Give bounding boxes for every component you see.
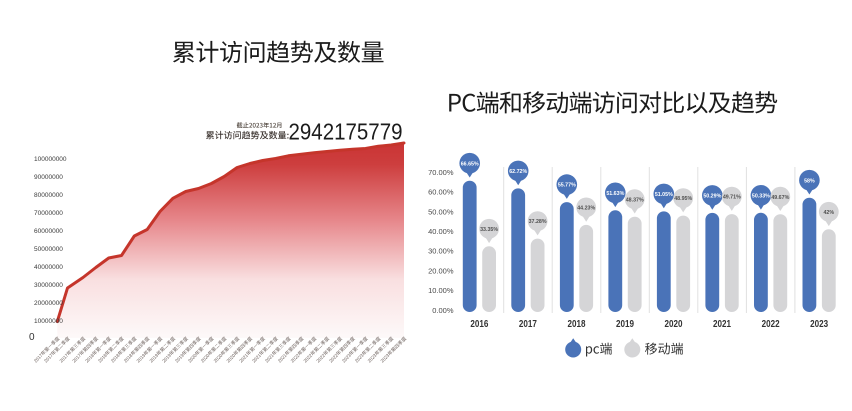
svg-text:2021: 2021	[264, 353, 276, 365]
svg-text:2019: 2019	[616, 319, 634, 330]
svg-text:2017: 2017	[33, 353, 45, 365]
svg-text:2019: 2019	[174, 353, 186, 365]
svg-text:60.00%: 60.00%	[428, 188, 454, 197]
svg-text:10000000: 10000000	[34, 318, 63, 325]
svg-text:2019: 2019	[149, 353, 161, 365]
svg-text:2018: 2018	[123, 353, 135, 365]
svg-text:30000000: 30000000	[34, 282, 63, 289]
svg-text:58%: 58%	[804, 178, 815, 184]
svg-text:90000000: 90000000	[34, 174, 63, 181]
svg-text:51.63%: 51.63%	[606, 191, 624, 197]
svg-text:49.71%: 49.71%	[723, 195, 741, 201]
svg-text:49.67%: 49.67%	[771, 195, 789, 201]
svg-text:2022: 2022	[290, 353, 302, 365]
svg-text:2018: 2018	[97, 353, 109, 365]
svg-text:50.00%: 50.00%	[428, 207, 454, 216]
svg-text:2022: 2022	[328, 353, 340, 365]
svg-text:42%: 42%	[823, 210, 834, 216]
svg-text:55.77%: 55.77%	[558, 183, 576, 189]
svg-text:44.23%: 44.23%	[577, 206, 595, 212]
svg-text:2021: 2021	[238, 353, 250, 365]
svg-text:2019: 2019	[136, 353, 148, 365]
svg-text:2020: 2020	[187, 353, 199, 365]
svg-text:2023: 2023	[367, 353, 379, 365]
svg-text:70.00%: 70.00%	[428, 168, 454, 177]
svg-text:2016: 2016	[470, 319, 488, 330]
svg-text:0: 0	[29, 332, 35, 343]
svg-text:2023: 2023	[810, 319, 828, 330]
svg-text:2022: 2022	[762, 319, 780, 330]
svg-text:2023: 2023	[354, 353, 366, 365]
svg-text:2020: 2020	[213, 353, 225, 365]
svg-text:48.37%: 48.37%	[626, 197, 644, 203]
svg-text:2022: 2022	[316, 353, 328, 365]
svg-text:2017: 2017	[72, 353, 84, 365]
svg-text:48.95%: 48.95%	[674, 196, 692, 202]
svg-text:30.00%: 30.00%	[428, 247, 454, 256]
svg-text:60000000: 60000000	[34, 228, 63, 235]
svg-text:51.05%: 51.05%	[655, 192, 673, 198]
svg-text:62.72%: 62.72%	[509, 169, 527, 175]
svg-text:70000000: 70000000	[34, 210, 63, 217]
svg-text:50.29%: 50.29%	[703, 194, 721, 200]
svg-text:40000000: 40000000	[34, 264, 63, 271]
svg-text:37.28%: 37.28%	[529, 219, 547, 225]
svg-text:2018: 2018	[110, 353, 122, 365]
svg-text:0.00%: 0.00%	[432, 306, 454, 315]
svg-text:2020: 2020	[200, 353, 212, 365]
svg-text:80000000: 80000000	[34, 192, 63, 199]
svg-text:2018: 2018	[568, 319, 586, 330]
svg-text:2942175779: 2942175779	[289, 119, 403, 145]
svg-text:50000000: 50000000	[34, 246, 63, 253]
svg-text:40.00%: 40.00%	[428, 227, 454, 236]
svg-text:100000000: 100000000	[34, 156, 67, 163]
svg-text:2019: 2019	[161, 353, 173, 365]
svg-text:2023: 2023	[380, 353, 392, 365]
svg-text:20000000: 20000000	[34, 300, 63, 307]
svg-text:2020: 2020	[665, 319, 683, 330]
svg-text:2021: 2021	[251, 353, 263, 365]
svg-text:66.65%: 66.65%	[461, 161, 479, 167]
svg-text:2023: 2023	[341, 353, 353, 365]
svg-text:33.35%: 33.35%	[480, 227, 498, 233]
svg-text:2021: 2021	[277, 353, 289, 365]
svg-text:2017: 2017	[59, 353, 71, 365]
svg-text:50.33%: 50.33%	[752, 193, 770, 199]
svg-text:2022: 2022	[303, 353, 315, 365]
svg-text:20.00%: 20.00%	[428, 266, 454, 275]
svg-text:2017: 2017	[519, 319, 537, 330]
svg-text:2018: 2018	[84, 353, 96, 365]
svg-text:10.00%: 10.00%	[428, 286, 454, 295]
svg-text:2020: 2020	[226, 353, 238, 365]
svg-text:2021: 2021	[713, 319, 731, 330]
svg-text:2017: 2017	[43, 353, 55, 365]
